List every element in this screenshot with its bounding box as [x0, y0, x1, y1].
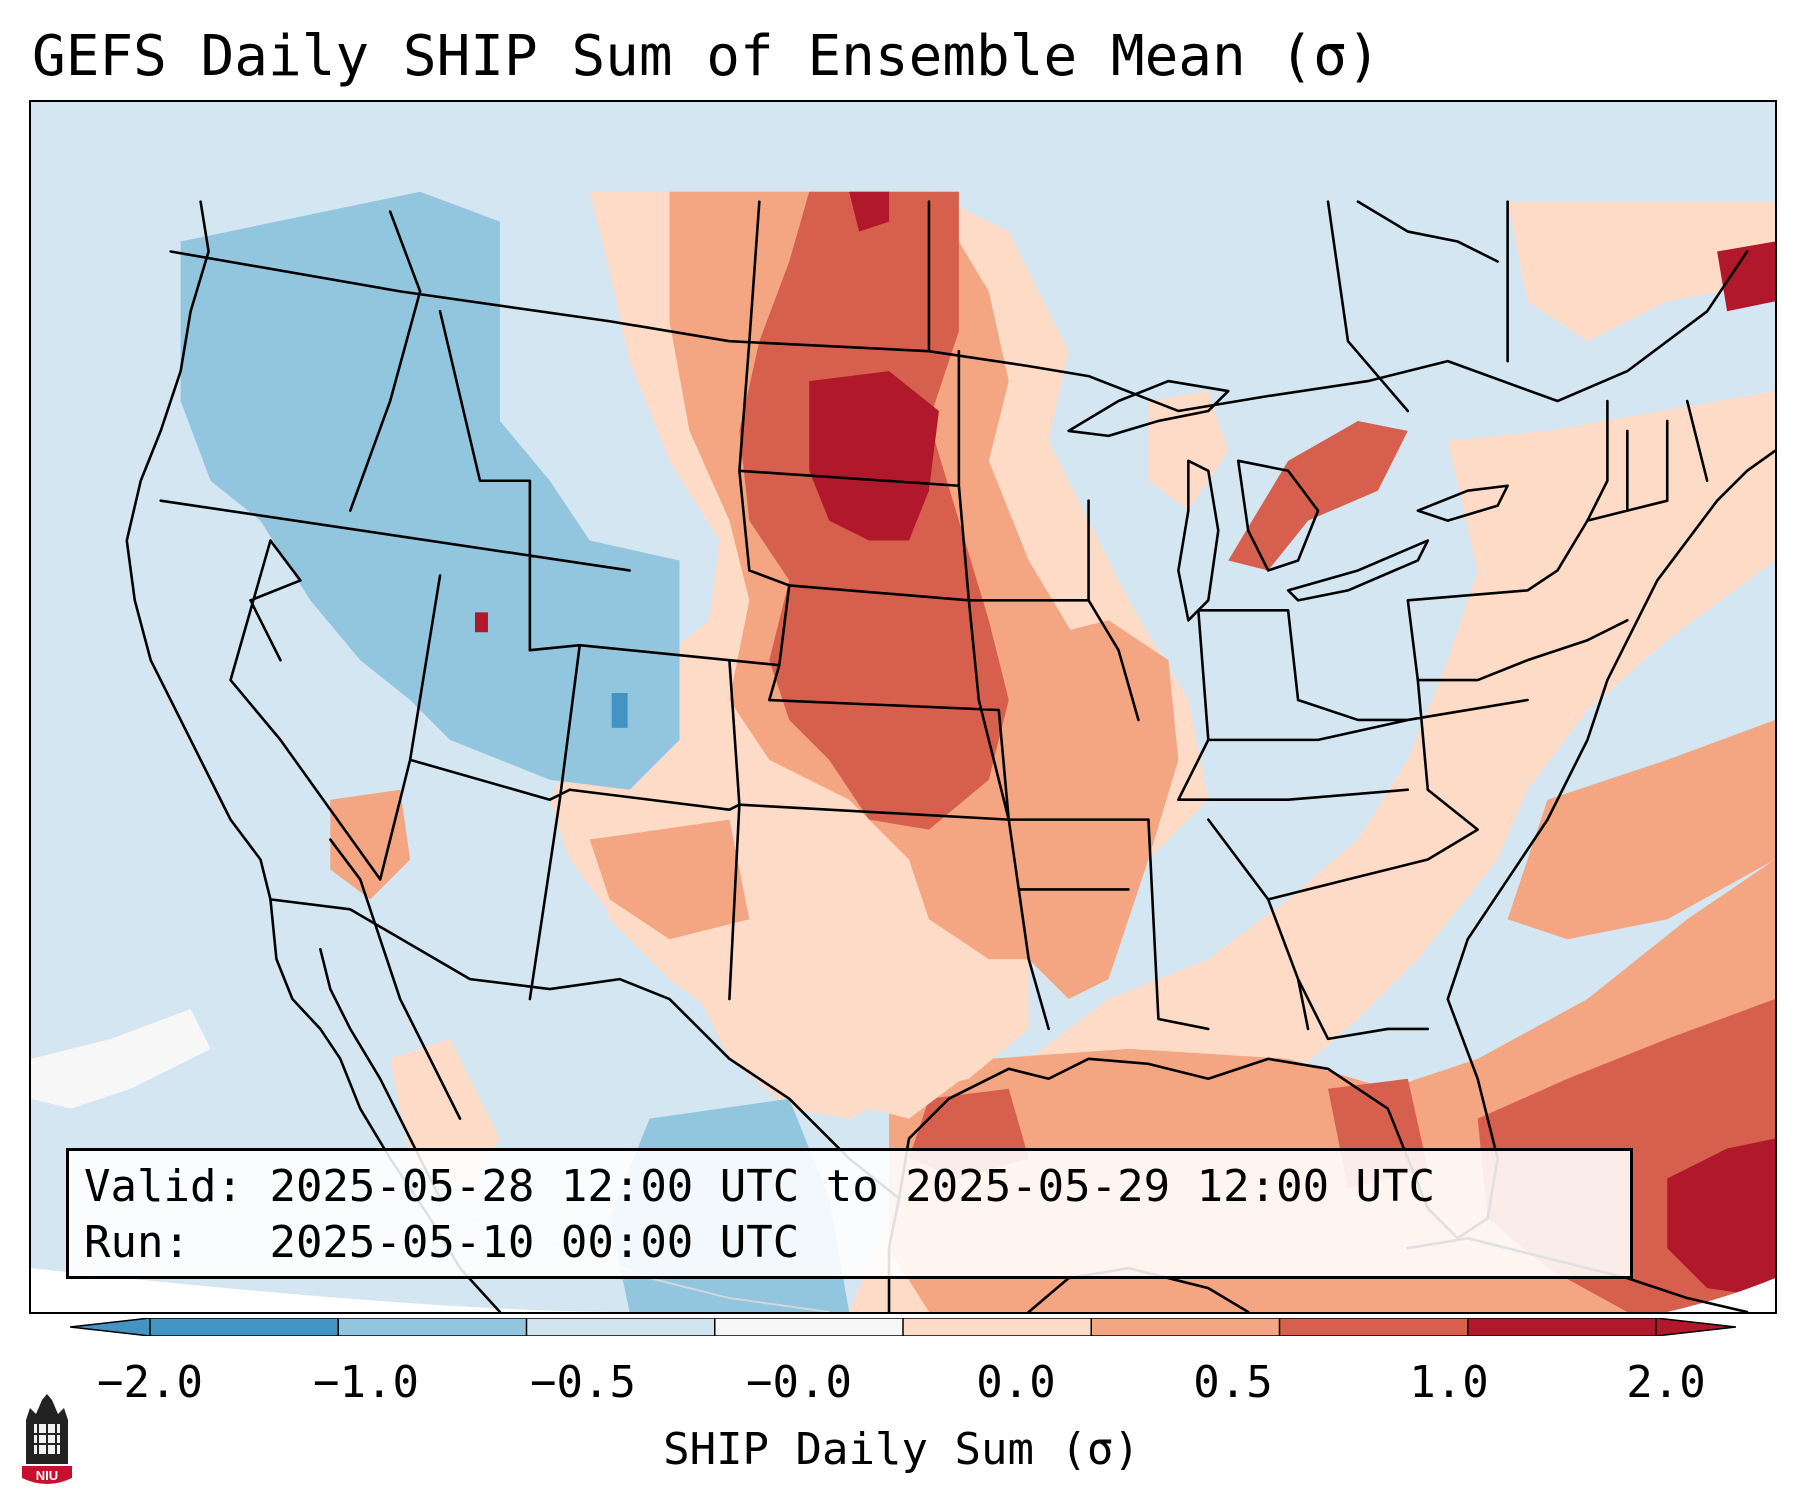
colorado-cool-pixel	[611, 693, 628, 728]
nm-warm-patch	[589, 819, 750, 940]
utah-warm-pixel	[474, 612, 488, 633]
run-value: 2025-05-10 00:00 UTC	[269, 1217, 800, 1268]
pacific-nw-cool-field	[220, 241, 411, 431]
colorado-cool-core	[589, 570, 650, 701]
southwest-warm-patches	[330, 789, 411, 900]
canada-internal-borders	[388, 200, 1509, 413]
west-coastline	[125, 200, 502, 1312]
colorbar-segment	[714, 1318, 904, 1336]
niu-logo: NIU	[22, 1394, 72, 1484]
colorbar-segment	[1279, 1318, 1469, 1336]
atlantic-mid-patch	[1507, 719, 1775, 940]
lake-huron	[1236, 459, 1320, 572]
colorbar-tick-6: 1.0	[1409, 1357, 1489, 1408]
lake-superior	[1067, 379, 1230, 438]
run-line: Run: 2025-05-10 00:00 UTC	[84, 1215, 1630, 1271]
domain-edge-se	[1667, 1278, 1775, 1312]
colorbar-label: SHIP Daily Sum (σ)	[663, 1424, 1140, 1475]
lake-erie	[1286, 539, 1430, 602]
colorbar-tick-5: 0.5	[1193, 1357, 1273, 1408]
nebraska-sd-core	[809, 371, 939, 541]
great-lakes-warm-patch	[1228, 420, 1408, 571]
colorbar	[70, 1318, 1736, 1336]
colorbar-tick-4: 0.0	[976, 1357, 1056, 1408]
map-panel[interactable]	[29, 100, 1777, 1314]
colorbar-segment	[903, 1318, 1092, 1336]
colorbar-tick-7: 2.0	[1626, 1357, 1706, 1408]
michigan-warm-patch	[1148, 391, 1229, 511]
run-label: Run:	[84, 1217, 190, 1268]
colorbar-tick-3: −0.0	[746, 1357, 852, 1408]
colorbar-segment	[1467, 1318, 1657, 1336]
colorbar-tick-2: −0.5	[530, 1357, 636, 1408]
colorbar-segment	[1091, 1318, 1280, 1336]
canada-east-warm	[1507, 201, 1775, 342]
valid-label: Valid:	[84, 1161, 243, 1212]
canada-east-hot	[1717, 241, 1775, 312]
mexico-border	[269, 898, 901, 1200]
colorbar-tick-0: −2.0	[97, 1357, 203, 1408]
map-canvas	[31, 102, 1775, 1312]
colorbar-segment	[150, 1318, 339, 1336]
logo-window-grid	[34, 1424, 60, 1454]
nd-north-core	[849, 191, 890, 232]
valid-line: Valid: 2025-05-28 12:00 UTC to 2025-05-2…	[84, 1159, 1630, 1215]
colorbar-segment	[338, 1318, 527, 1336]
baja-east-coast	[329, 838, 462, 1120]
domain-edge-sw	[31, 1268, 630, 1312]
colorbar-tick-1: −1.0	[313, 1357, 419, 1408]
logo-banner	[22, 1466, 72, 1484]
page-title: GEFS Daily SHIP Sum of Ensemble Mean (σ)	[32, 24, 1381, 89]
canada-border	[169, 250, 1749, 413]
logo-text: NIU	[36, 1468, 58, 1483]
hudson-bay-edge	[1356, 200, 1499, 263]
colorbar-extend-low	[70, 1318, 150, 1336]
caribbean-core	[1667, 1138, 1775, 1299]
colorbar-extend-high	[1656, 1318, 1736, 1336]
validity-info-box: Valid: 2025-05-28 12:00 UTC to 2025-05-2…	[66, 1148, 1633, 1279]
colorbar-segment	[526, 1318, 716, 1336]
pacific-white-patch	[31, 1009, 211, 1109]
valid-value: 2025-05-28 12:00 UTC to 2025-05-29 12:00…	[269, 1161, 1436, 1212]
lake-ontario	[1416, 484, 1509, 522]
state-borders	[159, 290, 1709, 1041]
